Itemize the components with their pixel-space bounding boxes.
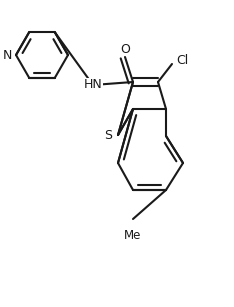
Text: HN: HN (84, 79, 102, 91)
Text: S: S (104, 129, 112, 142)
Text: Cl: Cl (176, 53, 188, 67)
Text: N: N (2, 49, 12, 61)
Text: Me: Me (124, 229, 142, 242)
Text: O: O (120, 42, 130, 56)
